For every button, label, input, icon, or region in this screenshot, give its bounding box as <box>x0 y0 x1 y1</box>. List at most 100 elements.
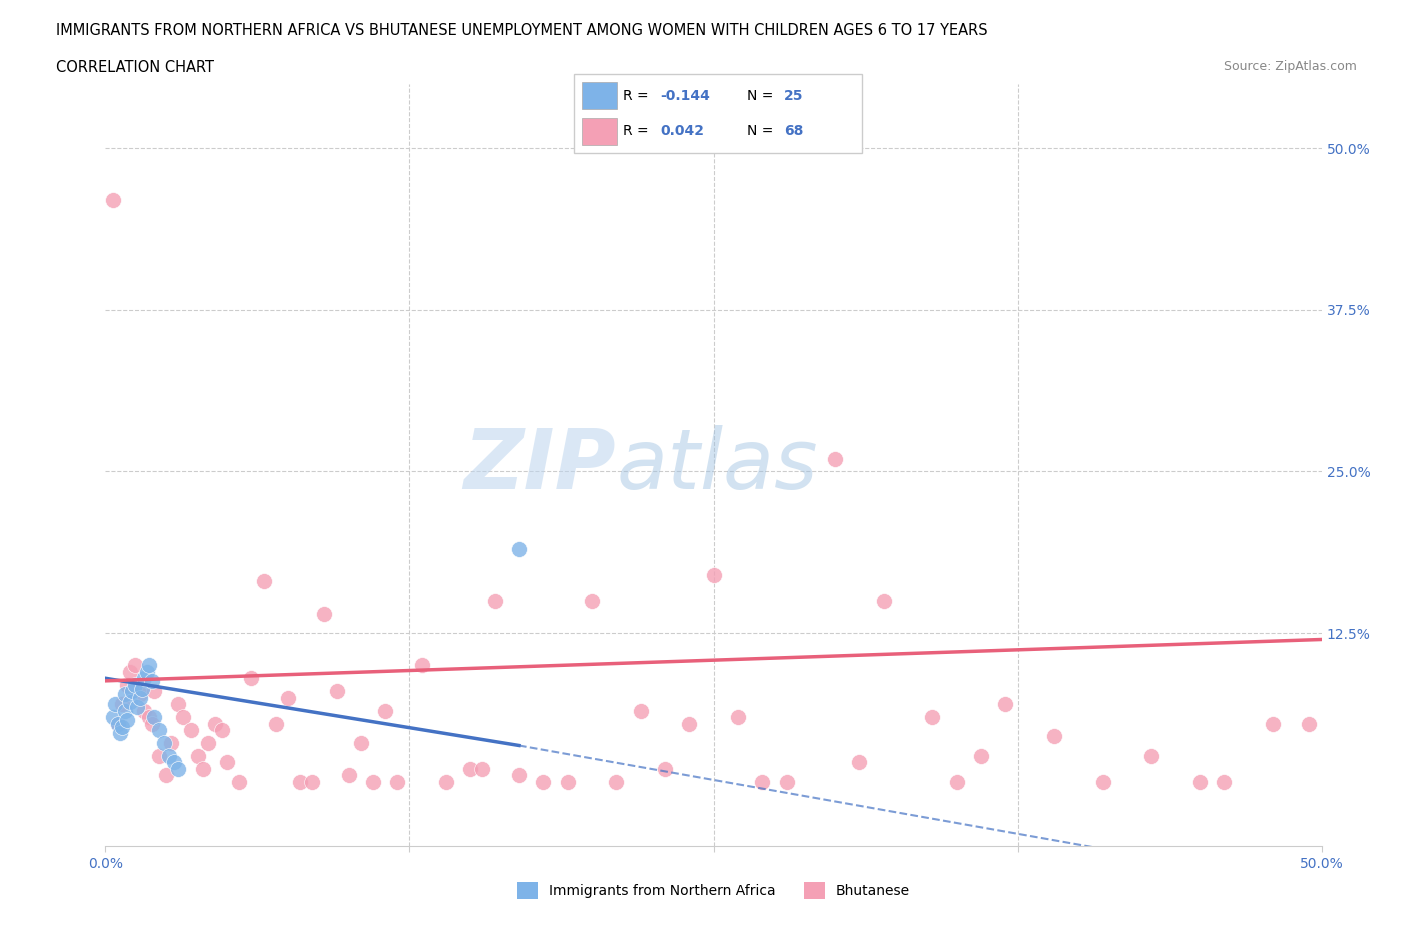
Text: 25: 25 <box>785 88 804 102</box>
Point <box>277 690 299 705</box>
Point <box>117 712 139 727</box>
Point <box>160 736 183 751</box>
Point <box>180 723 202 737</box>
Point <box>111 720 134 735</box>
Point <box>1091 775 1114 790</box>
Text: R =: R = <box>623 88 652 102</box>
Point <box>605 775 627 790</box>
Point <box>848 755 870 770</box>
Point <box>678 716 700 731</box>
Point <box>458 762 481 777</box>
Point <box>325 684 347 698</box>
Point <box>301 775 323 790</box>
Point <box>148 749 170 764</box>
Text: CORRELATION CHART: CORRELATION CHART <box>56 60 214 75</box>
Point <box>118 694 141 709</box>
Point <box>167 762 190 777</box>
Point <box>157 749 180 764</box>
Point <box>124 677 146 692</box>
Text: -0.144: -0.144 <box>661 88 710 102</box>
Point <box>104 697 127 711</box>
Point <box>264 716 287 731</box>
Point <box>125 699 148 714</box>
Point <box>873 593 896 608</box>
Point <box>172 710 194 724</box>
Point <box>314 606 336 621</box>
Point <box>531 775 554 790</box>
Text: IMMIGRANTS FROM NORTHERN AFRICA VS BHUTANESE UNEMPLOYMENT AMONG WOMEN WITH CHILD: IMMIGRANTS FROM NORTHERN AFRICA VS BHUTA… <box>56 23 988 38</box>
Point <box>288 775 311 790</box>
Point <box>131 681 153 696</box>
Point <box>148 723 170 737</box>
Point <box>751 775 773 790</box>
Point <box>135 664 157 679</box>
Point <box>138 658 160 672</box>
Text: R =: R = <box>623 125 652 139</box>
Point <box>141 716 163 731</box>
Point <box>557 775 579 790</box>
Point <box>508 541 530 556</box>
Y-axis label: Unemployment Among Women with Children Ages 6 to 17 years: Unemployment Among Women with Children A… <box>0 263 7 667</box>
Point <box>143 684 166 698</box>
Point <box>191 762 214 777</box>
Point <box>702 567 725 582</box>
Point <box>508 768 530 783</box>
Point <box>111 697 134 711</box>
FancyBboxPatch shape <box>582 118 617 145</box>
Point <box>128 690 150 705</box>
Point <box>124 658 146 672</box>
Point <box>143 710 166 724</box>
Point <box>134 703 156 718</box>
Point <box>921 710 943 724</box>
Legend: Immigrants from Northern Africa, Bhutanese: Immigrants from Northern Africa, Bhutane… <box>512 876 915 904</box>
Point <box>101 710 124 724</box>
Point <box>114 703 136 718</box>
Point <box>118 664 141 679</box>
Point <box>107 716 129 731</box>
Point <box>387 775 409 790</box>
Point <box>117 677 139 692</box>
Point <box>581 593 603 608</box>
Point <box>107 716 129 731</box>
Text: 68: 68 <box>785 125 803 139</box>
Point <box>204 716 226 731</box>
Point <box>114 686 136 701</box>
Point <box>162 755 184 770</box>
Point <box>240 671 263 685</box>
Point <box>141 673 163 688</box>
Point <box>337 768 360 783</box>
Point <box>197 736 219 751</box>
Point <box>128 686 150 701</box>
FancyBboxPatch shape <box>574 74 862 153</box>
Point <box>121 684 143 698</box>
Text: N =: N = <box>747 88 778 102</box>
Point <box>350 736 373 751</box>
Point <box>361 775 384 790</box>
Point <box>101 193 124 207</box>
Point <box>108 725 131 740</box>
Point <box>1189 775 1212 790</box>
Point <box>1298 716 1320 731</box>
Point <box>374 703 396 718</box>
Text: 0.042: 0.042 <box>661 125 704 139</box>
Text: ZIP: ZIP <box>464 424 616 506</box>
Point <box>1043 729 1066 744</box>
Point <box>1261 716 1284 731</box>
Point <box>167 697 190 711</box>
Point <box>970 749 993 764</box>
Point <box>484 593 506 608</box>
FancyBboxPatch shape <box>582 83 617 109</box>
Point <box>153 736 176 751</box>
Point <box>824 451 846 466</box>
Point <box>138 710 160 724</box>
Point <box>471 762 494 777</box>
Point <box>217 755 239 770</box>
Point <box>187 749 209 764</box>
Point <box>252 574 274 589</box>
Text: N =: N = <box>747 125 778 139</box>
Point <box>1140 749 1163 764</box>
Point <box>775 775 797 790</box>
Point <box>434 775 457 790</box>
Point <box>994 697 1017 711</box>
Point <box>134 671 156 685</box>
